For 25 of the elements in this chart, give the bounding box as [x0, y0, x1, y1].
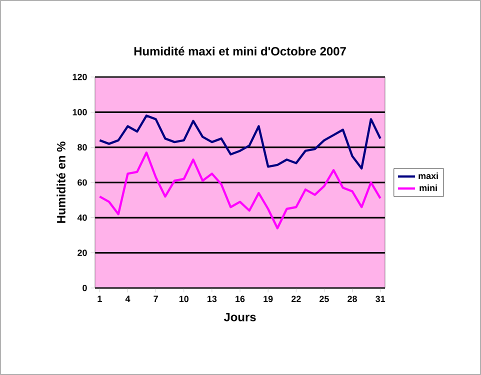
y-tick-label: 80	[78, 144, 87, 151]
y-tick-label: 120	[72, 74, 87, 80]
legend-label: maxi	[418, 172, 438, 180]
y-tick-label: 60	[78, 179, 87, 186]
legend-label: mini	[420, 184, 437, 191]
x-tick-label: 7	[154, 296, 158, 302]
x-tick-label: 13	[208, 296, 217, 302]
x-tick-label: 1	[98, 296, 102, 302]
y-tick-label: 40	[77, 214, 87, 221]
x-tick-label: 22	[291, 296, 301, 302]
chart-title: Humidité maxi et mini d'Octobre 2007	[134, 46, 346, 56]
y-tick-label: 20	[78, 250, 87, 256]
line-series	[98, 114, 382, 170]
x-tick-label: 16	[236, 296, 245, 302]
x-tick-label: 31	[376, 296, 386, 302]
x-tick-label: 19	[264, 296, 273, 302]
x-tick-label: 10	[179, 296, 188, 302]
line-series	[98, 152, 382, 230]
x-tick-label: 4	[125, 296, 130, 302]
y-tick-label: 100	[72, 108, 87, 116]
y-axis-title: Humidité en %	[56, 142, 66, 223]
x-axis-title: Jours	[224, 312, 256, 322]
x-tick-label: 28	[348, 296, 357, 302]
x-tick-label: 25	[320, 296, 329, 302]
y-tick-label: 0	[82, 284, 87, 292]
